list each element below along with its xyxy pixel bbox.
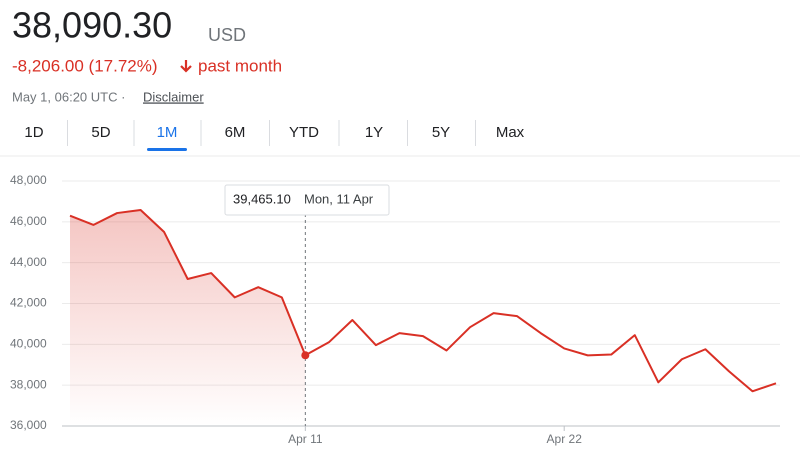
y-tick-label: 36,000 [10,418,47,432]
y-tick-label: 38,000 [10,377,47,391]
y-tick-label: 46,000 [10,214,47,228]
tab[interactable]: Max [496,124,525,141]
tab[interactable]: 5D [91,124,110,141]
tooltip-value: 39,465.10 [233,191,291,206]
price: 38,090.30 [12,5,172,46]
price-line [69,208,777,393]
period: past month [198,56,282,75]
tab[interactable]: 1M [157,124,178,141]
timestamp: May 1, 06:20 UTC · [12,89,125,104]
x-tick-label: Apr 22 [547,432,583,446]
y-tick-label: 40,000 [10,337,47,351]
y-tick-label: 48,000 [10,173,47,187]
hover-point [301,351,310,360]
tooltip-date: Mon, 11 Apr [304,191,374,206]
tab[interactable]: 1Y [365,124,383,141]
tab[interactable]: 1D [24,124,43,141]
active-tab-indicator [147,148,187,151]
y-tick-label: 44,000 [10,255,47,269]
tab[interactable]: 5Y [432,124,450,141]
x-tick-label: Apr 11 [288,432,323,446]
down-arrow [180,60,192,73]
currency: USD [208,25,246,45]
change: -8,206.00 (17.72%) [12,56,158,75]
highlight-area [70,209,306,426]
tab[interactable]: 6M [225,124,246,141]
tooltip-box [224,184,390,216]
disclaimer-link[interactable]: Disclaimer [143,89,204,104]
tab[interactable]: YTD [289,124,319,141]
y-tick-label: 42,000 [10,296,47,310]
